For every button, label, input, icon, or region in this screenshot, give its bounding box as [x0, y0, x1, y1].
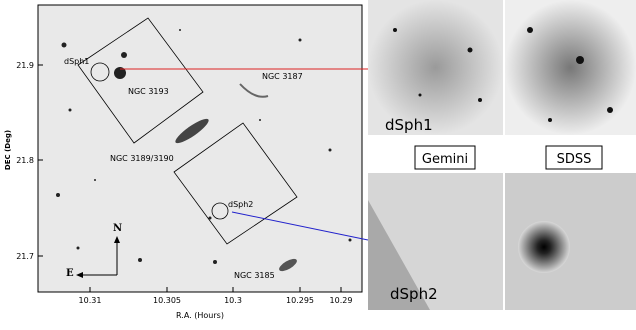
panel-label: dSph1	[385, 116, 433, 134]
sdss-dsph1	[505, 0, 636, 135]
panel-label: dSph2	[390, 285, 438, 303]
figure: N E dSph1 NGC 3193 NGC 3187 NGC 3189/319…	[0, 0, 636, 326]
x-tick-label: 10.295	[286, 296, 314, 305]
column-label: Gemini	[422, 152, 468, 167]
object-label: NGC 3187	[262, 72, 303, 81]
object-label: dSph2	[228, 200, 253, 209]
sky-image	[38, 5, 362, 292]
column-label: SDSS	[557, 152, 592, 167]
x-tick-label: 10.31	[79, 296, 102, 305]
compass-label: N	[113, 223, 122, 234]
x-axis-label: R.A. (Hours)	[176, 311, 224, 320]
page: {"main_panel": {"x_axis_label": "R.A. (H…	[0, 0, 636, 326]
object-label: dSph1	[64, 57, 89, 66]
object-label: NGC 3189/3190	[110, 154, 174, 163]
object-label: NGC 3185	[234, 271, 275, 280]
bright-star	[518, 221, 570, 273]
y-tick-label: 21.9	[16, 61, 34, 70]
y-tick-label: 21.8	[16, 156, 34, 165]
gemini-dsph1	[368, 0, 503, 135]
x-tick-label: 10.3	[224, 296, 242, 305]
x-tick-label: 10.29	[330, 296, 353, 305]
y-axis-label: DEC (Deg)	[4, 130, 12, 170]
x-tick-label: 10.305	[153, 296, 181, 305]
object-label: NGC 3193	[128, 87, 169, 96]
compass-label: E	[66, 268, 74, 279]
y-tick-label: 21.7	[16, 252, 34, 261]
